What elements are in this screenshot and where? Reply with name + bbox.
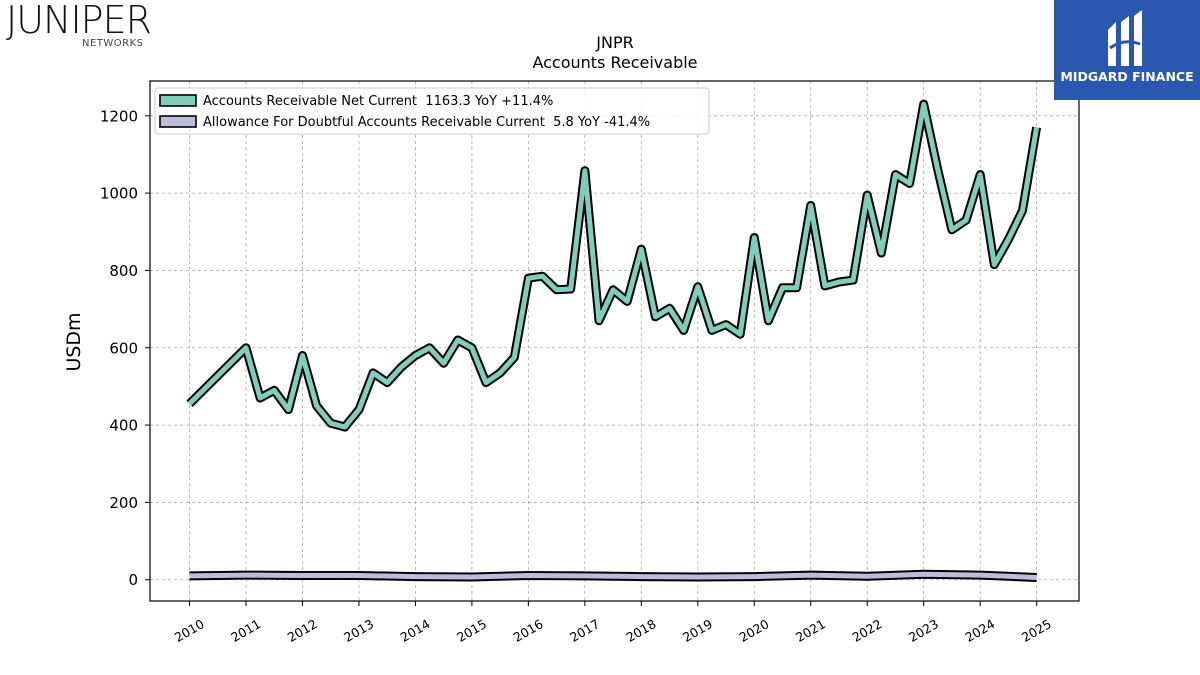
x-tick-label: 2014 (398, 616, 433, 645)
x-tick-label: 2019 (680, 616, 715, 645)
juniper-logo: JUNIPER NETWORKS (4, 0, 164, 52)
x-tick-label: 2025 (1019, 616, 1054, 645)
legend-label-accounts-receivable: Accounts Receivable Net Current 1163.3 Y… (203, 94, 553, 109)
legend-label-allowance: Allowance For Doubtful Accounts Receivab… (203, 115, 650, 130)
chart-subtitle: Accounts Receivable (532, 53, 697, 72)
x-tick-label: 2023 (906, 616, 941, 645)
x-tick-label: 2016 (511, 616, 546, 645)
y-axis: 0 200 400 600 800 1000 1200 (100, 107, 150, 589)
series-line-accounts-receivable (187, 101, 1040, 430)
x-tick-label: 2022 (849, 616, 884, 645)
midgard-finance-name: MIDGARD FINANCE (1060, 69, 1194, 84)
x-tick-label: 2018 (624, 616, 659, 645)
midgard-mark-icon (1108, 10, 1142, 66)
series-lines (186, 99, 1042, 582)
y-tick-label: 200 (109, 494, 138, 512)
x-tick-label: 2012 (285, 616, 320, 645)
legend-swatch-allowance (159, 115, 197, 128)
y-tick-label: 400 (109, 417, 138, 435)
series-line-accounts-receivable-outline (186, 99, 1042, 432)
chart-title: JNPR (595, 33, 633, 52)
y-axis-label: USDm (63, 312, 85, 371)
x-tick-label: 2013 (341, 616, 376, 645)
legend-box (154, 87, 710, 135)
x-tick-label: 2010 (172, 616, 207, 645)
y-tick-label: 1200 (100, 107, 138, 125)
x-tick-label: 2020 (736, 616, 771, 645)
x-axis: 2010 2011 2012 2013 2014 2015 2016 2017 2018 2019… (172, 601, 1054, 645)
juniper-logo-text: JUNIPER (6, 0, 152, 42)
legend: Accounts Receivable Net Current 1163.3 Y… (154, 87, 710, 135)
y-tick-label: 0 (128, 571, 138, 589)
x-tick-label: 2024 (962, 616, 997, 645)
legend-swatch-accounts-receivable (159, 94, 197, 107)
y-tick-label: 800 (109, 262, 138, 280)
x-tick-label: 2017 (567, 616, 602, 645)
x-tick-label: 2015 (454, 616, 489, 645)
plot-frame (149, 80, 1080, 602)
x-tick-label: 2011 (228, 616, 263, 645)
juniper-logo-subtext: NETWORKS (82, 38, 144, 49)
y-tick-label: 600 (109, 339, 138, 357)
y-tick-label: 1000 (100, 185, 138, 203)
x-tick-label: 2021 (793, 616, 828, 645)
series-line-allowance (189, 571, 1037, 580)
midgard-finance-logo: MIDGARD FINANCE (1054, 0, 1200, 100)
